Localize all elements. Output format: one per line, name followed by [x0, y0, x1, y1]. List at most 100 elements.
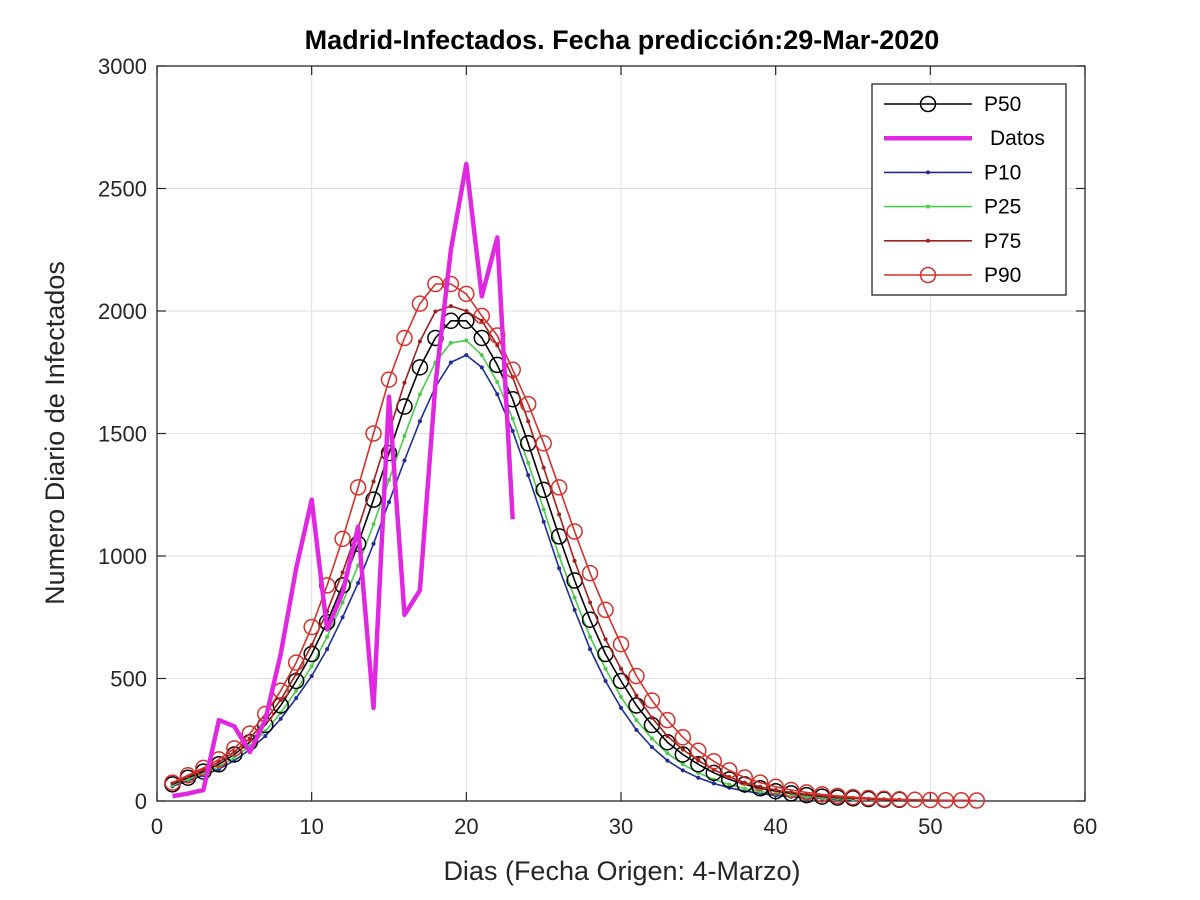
legend-marker-p90 — [919, 266, 937, 284]
point-p25-12 — [356, 563, 361, 568]
legend-item-p25: P25 — [884, 196, 1021, 219]
point-p75-40 — [789, 790, 794, 795]
point-p75-26 — [572, 558, 577, 563]
point-p90-16 — [411, 295, 429, 312]
point-p90-33 — [674, 729, 692, 746]
tick-labels: 0 10 20 30 40 50 60 0 500 1000 1500 2000 2500 3000 — [98, 54, 1097, 839]
point-p25-22 — [510, 416, 515, 421]
point-p10-28 — [603, 678, 608, 683]
point-p90-24 — [535, 435, 552, 452]
point-p50-19 — [458, 312, 475, 330]
point-p25-23 — [526, 460, 531, 465]
point-p90-15 — [396, 329, 413, 347]
legend-marker-p75 — [926, 238, 930, 243]
point-p10-31 — [649, 745, 654, 750]
legend-label-p50: P50 — [984, 93, 1021, 116]
point-p75-11 — [340, 570, 345, 575]
legend-label-p90: P90 — [984, 264, 1021, 287]
point-p50-14 — [380, 444, 398, 462]
point-p90-39 — [767, 778, 784, 796]
point-p75-29 — [619, 666, 623, 671]
point-p90-4 — [226, 740, 243, 757]
legend-marker-p25 — [926, 204, 930, 209]
point-p25-33 — [680, 762, 685, 767]
point-p10-11 — [340, 615, 345, 620]
point-p90-25 — [550, 479, 568, 496]
point-p25-10 — [325, 634, 330, 639]
point-p10-13 — [371, 541, 376, 546]
point-p90-26 — [566, 523, 583, 540]
point-p90-52 — [968, 792, 985, 809]
point-p25-27 — [588, 634, 593, 639]
point-p75-20 — [479, 318, 484, 323]
point-p75-4 — [232, 749, 237, 754]
point-p75-23 — [526, 419, 531, 424]
y-tick-label-3: 1500 — [98, 422, 147, 447]
point-p25-13 — [371, 522, 376, 527]
point-p90-13 — [365, 425, 382, 442]
point-p90-12 — [349, 479, 367, 496]
point-p75-39 — [773, 787, 778, 792]
point-p10-34 — [696, 775, 701, 780]
point-p90-35 — [705, 753, 723, 770]
point-p75-37 — [742, 780, 747, 785]
y-tick-label-5: 2500 — [98, 177, 147, 202]
point-p75-31 — [649, 715, 654, 720]
point-p75-32 — [665, 734, 670, 739]
point-p25-9 — [309, 664, 314, 669]
point-p90-0 — [164, 774, 181, 791]
point-p10-16 — [417, 419, 422, 424]
legend-label-p10: P10 — [984, 161, 1021, 184]
point-p10-7 — [278, 716, 283, 721]
legend-label-p75: P75 — [984, 230, 1021, 253]
point-p90-38 — [751, 774, 769, 791]
point-p75-41 — [804, 792, 809, 797]
point-p90-20 — [473, 307, 491, 325]
legend-marker-p50 — [919, 95, 937, 113]
axes — [156, 65, 1086, 802]
point-p75-18 — [448, 304, 453, 309]
y-tick-label-0: 0 — [135, 789, 147, 814]
point-p10-6 — [263, 734, 268, 739]
point-p25-30 — [634, 718, 639, 723]
point-p75-8 — [294, 671, 299, 676]
series-line-p50 — [172, 320, 900, 801]
point-p25-20 — [479, 353, 484, 358]
series-datos — [172, 161, 515, 799]
x-tick-label-6: 60 — [1073, 814, 1097, 839]
point-p75-17 — [433, 309, 438, 314]
point-p10-14 — [387, 500, 391, 505]
point-p25-21 — [495, 380, 500, 385]
point-p10-33 — [680, 768, 685, 773]
point-p25-40 — [789, 793, 794, 798]
point-p10-30 — [634, 727, 639, 732]
point-p50-13 — [365, 491, 382, 508]
point-p10-18 — [448, 360, 453, 365]
point-p90-32 — [659, 711, 676, 729]
point-p10-25 — [557, 566, 562, 571]
x-tick-label-5: 50 — [918, 814, 942, 839]
point-p75-16 — [417, 339, 422, 344]
point-p10-27 — [588, 647, 593, 652]
point-p25-14 — [387, 478, 391, 483]
x-tick-label-4: 40 — [763, 814, 787, 839]
legend: P50 Datos P10 P25 P75 P90 — [871, 83, 1067, 296]
point-p25-24 — [541, 507, 546, 512]
point-p25-26 — [572, 595, 577, 600]
legend-item-p10: P10 — [884, 161, 1021, 184]
point-p90-23 — [519, 395, 537, 413]
point-p75-21 — [495, 343, 500, 348]
point-p90-14 — [380, 371, 398, 388]
legend-box — [871, 83, 1067, 296]
point-p90-40 — [782, 781, 800, 799]
point-p10-8 — [294, 696, 299, 701]
point-p25-29 — [619, 694, 623, 699]
point-p25-19 — [464, 338, 469, 343]
x-tick-label-1: 10 — [299, 814, 323, 839]
point-p10-20 — [479, 365, 484, 370]
point-p25-18 — [448, 340, 453, 345]
point-p10-19 — [464, 353, 469, 358]
point-p10-26 — [572, 607, 577, 612]
point-p90-18 — [442, 275, 460, 293]
